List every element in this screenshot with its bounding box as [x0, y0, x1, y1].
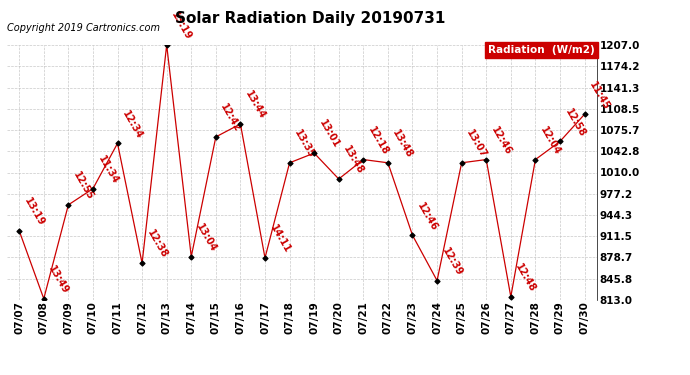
Text: 13:07: 13:07	[464, 128, 489, 160]
Point	[382, 160, 393, 166]
Point	[505, 294, 516, 300]
Point	[431, 278, 442, 284]
Text: Solar Radiation Daily 20190731: Solar Radiation Daily 20190731	[175, 11, 446, 26]
Point	[14, 228, 25, 234]
Text: Radiation  (W/m2): Radiation (W/m2)	[488, 45, 594, 55]
Text: 12:48: 12:48	[513, 262, 538, 294]
Text: 13:35: 13:35	[293, 128, 317, 160]
Text: 14:11: 14:11	[268, 223, 292, 255]
Point	[112, 140, 123, 146]
Text: 13:44: 13:44	[243, 89, 267, 121]
Text: 13:49: 13:49	[46, 264, 70, 296]
Point	[186, 254, 197, 260]
Point	[579, 111, 590, 117]
Point	[63, 202, 74, 208]
Point	[161, 42, 172, 48]
Text: 11:45: 11:45	[587, 80, 611, 111]
Point	[259, 255, 270, 261]
Point	[284, 160, 295, 166]
Point	[407, 232, 418, 238]
Text: 13:04: 13:04	[194, 222, 218, 254]
Text: 12:46: 12:46	[415, 201, 440, 232]
Text: 11:34: 11:34	[96, 154, 120, 186]
Text: 12:04: 12:04	[538, 125, 562, 157]
Text: 12:39: 12:39	[440, 246, 464, 278]
Text: 12:58: 12:58	[563, 107, 587, 139]
Point	[308, 150, 319, 156]
Text: 13:48: 13:48	[391, 128, 415, 160]
Text: 12:46: 12:46	[489, 125, 513, 157]
Text: 13:01: 13:01	[317, 118, 341, 150]
Point	[210, 134, 221, 140]
Text: 12:34: 12:34	[120, 109, 144, 141]
Point	[555, 138, 566, 144]
Text: 12:18: 12:18	[366, 125, 391, 157]
Point	[38, 296, 49, 302]
Text: 13:19: 13:19	[170, 10, 194, 42]
Text: Copyright 2019 Cartronics.com: Copyright 2019 Cartronics.com	[7, 23, 160, 33]
Point	[481, 156, 492, 162]
Point	[456, 160, 467, 166]
Text: 13:19: 13:19	[22, 196, 46, 228]
Text: 12:55: 12:55	[71, 170, 95, 202]
Point	[235, 121, 246, 127]
Point	[333, 176, 344, 182]
Point	[88, 186, 99, 192]
Text: 12:38: 12:38	[145, 228, 169, 260]
Point	[530, 156, 541, 162]
Text: 12:42: 12:42	[219, 102, 243, 134]
Point	[137, 260, 148, 266]
Text: 13:48: 13:48	[342, 144, 366, 176]
Point	[358, 156, 369, 162]
